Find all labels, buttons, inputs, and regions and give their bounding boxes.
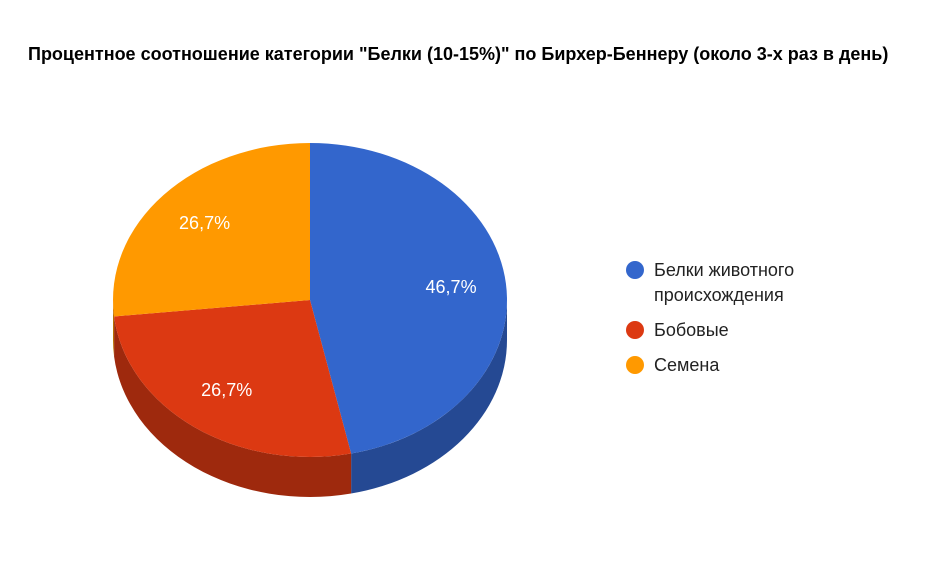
slice-top (114, 300, 352, 457)
legend-label: Белки животного происхождения (654, 260, 795, 305)
legend-label: Бобовые (654, 320, 729, 340)
slice-label: 26,7% (201, 380, 252, 400)
legend: Белки животного происхождения Бобовые Семе… (626, 258, 866, 388)
slice (310, 143, 507, 494)
legend-marker (626, 261, 644, 279)
legend-marker (626, 321, 644, 339)
slice-label: 26,7% (179, 213, 230, 233)
slice-side (114, 316, 352, 497)
chart-title: Процентное соотношение категории "Белки … (28, 44, 889, 64)
slice (114, 300, 352, 497)
legend-marker (626, 356, 644, 374)
slice-top (113, 143, 310, 317)
legend-item: Белки животного происхождения (626, 258, 866, 308)
legend-item: Бобовые (626, 318, 866, 343)
slice-side (351, 300, 507, 494)
slice-top (310, 143, 507, 454)
legend-label: Семена (654, 355, 720, 375)
slice-label: 46,7% (426, 277, 477, 297)
slice-side (113, 300, 115, 357)
slice (113, 143, 310, 357)
legend-item: Семена (626, 353, 866, 378)
